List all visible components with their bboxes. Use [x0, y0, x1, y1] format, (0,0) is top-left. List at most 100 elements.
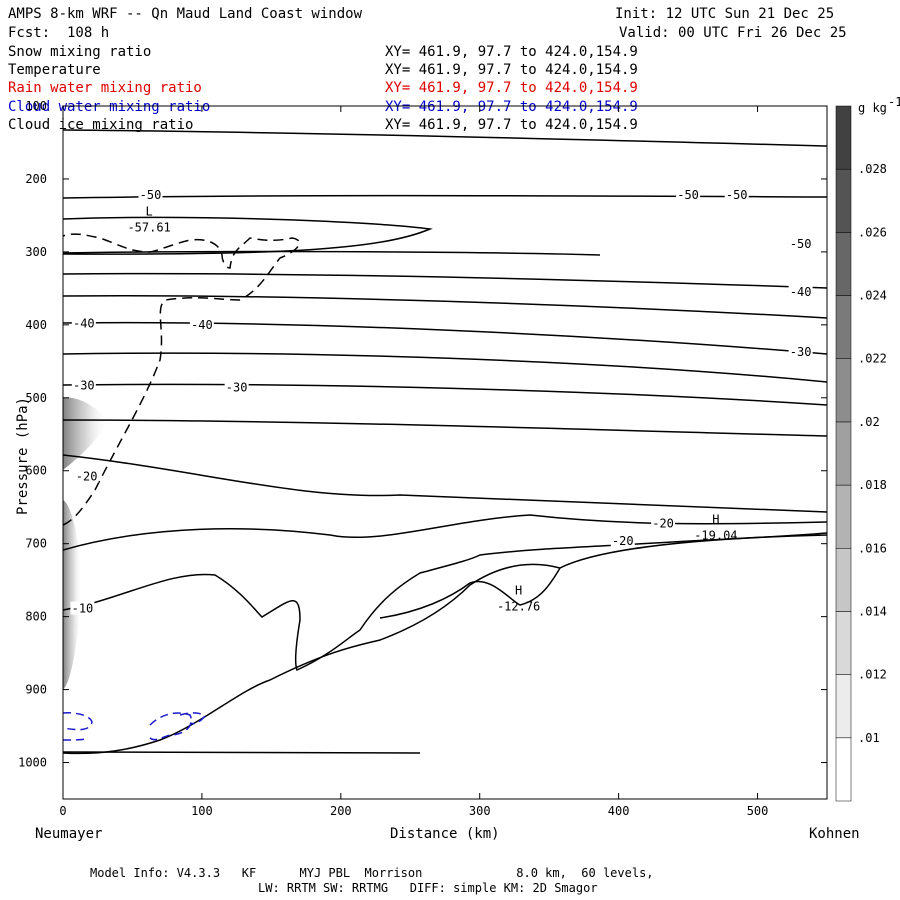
- contour-label: -20: [612, 534, 634, 548]
- colorbar-swatch: [835, 358, 852, 423]
- contour-label-bg: [788, 285, 813, 299]
- colorbar-swatch: [835, 105, 852, 170]
- valid-time: Valid: 00 UTC Fri 26 Dec 25: [619, 25, 847, 41]
- x-tick-label: 400: [608, 804, 630, 818]
- field-name: Cloud water mixing ratio: [8, 98, 211, 115]
- contour-label: -40: [790, 285, 812, 299]
- y-tick-label: 900: [25, 683, 47, 697]
- contour-label: -30: [790, 345, 812, 359]
- y-tick-label: 200: [25, 172, 47, 186]
- temperature-contour: [63, 751, 421, 754]
- contour-label: -50: [140, 188, 162, 202]
- colorbar-tick-label: .012: [858, 668, 887, 682]
- temperature-contour: [63, 250, 601, 256]
- extremum-marker: H: [515, 584, 522, 598]
- cloud-water-contour: [179, 712, 207, 725]
- colorbar-tick-label: .022: [858, 352, 887, 366]
- field-xy-range: XY= 461.9, 97.7 to 424.0,154.9: [385, 62, 638, 79]
- contour-label-bg: [71, 378, 96, 392]
- colorbar-tick-label: .02: [858, 415, 880, 429]
- y-axis-title: Pressure (hPa): [15, 397, 31, 516]
- physics-info: LW: RRTM SW: RRTMG DIFF: simple KM: 2D S…: [258, 881, 598, 895]
- x-tick-label: 0: [59, 804, 66, 818]
- cloud-water-contour: [63, 712, 93, 731]
- cloud-water-contour: [63, 737, 89, 741]
- colorbar-swatch: [835, 295, 852, 359]
- colorbar-unit-exponent: -1: [888, 95, 900, 109]
- temperature-contour: [63, 129, 827, 147]
- temperature-contour: [63, 534, 827, 755]
- y-tick-label: 600: [25, 464, 47, 478]
- init-time: Init: 12 UTC Sun 21 Dec 25: [615, 6, 835, 22]
- contour-label: -30: [73, 378, 95, 392]
- contour-label: -20: [652, 516, 674, 530]
- field-xy-range: XY= 461.9, 97.7 to 424.0,154.9: [385, 80, 638, 97]
- temperature-contour: [63, 514, 827, 551]
- model-info: Model Info: V4.3.3 KF MYJ PBL Morrison 8…: [90, 866, 654, 880]
- field-xy-range: XY= 461.9, 97.7 to 424.0,154.9: [385, 116, 638, 133]
- colorbar-swatch: [835, 548, 852, 612]
- contour-label: -50: [677, 188, 699, 202]
- contour-label: -50: [790, 237, 812, 251]
- contour-label-bg: [724, 187, 749, 201]
- contour-label-bg: [189, 317, 214, 331]
- contour-label: -10: [72, 602, 94, 616]
- colorbar-tick-label: .016: [858, 541, 887, 555]
- field-name: Temperature: [8, 62, 101, 79]
- field-name: Cloud ice mixing ratio: [8, 116, 194, 133]
- temperature-contour: [63, 352, 827, 383]
- temperature-contour: [63, 532, 827, 672]
- colorbar-swatch: [835, 232, 852, 296]
- temperature-contour: [379, 567, 561, 619]
- temperature-contour: [63, 383, 827, 406]
- colorbar-swatch: [835, 168, 852, 233]
- contour-label-bg: [74, 469, 99, 483]
- x-tick-label: 500: [747, 804, 769, 818]
- contour-label-bg: [610, 533, 635, 547]
- y-tick-label: 500: [25, 391, 47, 405]
- plot-frame: [62, 105, 828, 800]
- temperature-contour: [63, 419, 827, 437]
- contour-label: -50: [726, 188, 748, 202]
- forecast-hour: Fcst: 108 h: [8, 25, 110, 41]
- contour-label: -30: [226, 381, 248, 395]
- colorbar-tick-label: .028: [858, 162, 887, 176]
- colorbar-swatch: [835, 611, 852, 675]
- contour-label-bg: [788, 236, 813, 250]
- cloud-ice-contour: [63, 233, 300, 526]
- contour-label: -40: [191, 318, 213, 332]
- chart-title: AMPS 8-km WRF -- Qn Maud Land Coast wind…: [8, 6, 363, 22]
- colorbar-tick-label: .018: [858, 478, 887, 492]
- y-tick-label: 1000: [18, 756, 47, 770]
- temperature-contour: [63, 454, 827, 513]
- y-tick-label: 100: [25, 99, 47, 113]
- snow-shading-lower: [63, 500, 82, 690]
- cloud-water-contour: [149, 712, 192, 741]
- temperature-contour: [63, 272, 827, 289]
- colorbar-tick-label: .024: [858, 289, 887, 303]
- colorbar-tick-label: .014: [858, 604, 887, 618]
- y-tick-label: 700: [25, 537, 47, 551]
- extremum-value: -57.61: [127, 220, 170, 234]
- extremum-value: -12.76: [497, 600, 540, 614]
- snow-shading-upper: [63, 397, 108, 470]
- extremum-value: -19.04: [694, 528, 737, 542]
- colorbar-tick-label: .026: [858, 225, 887, 239]
- temperature-contour: [63, 194, 827, 199]
- y-tick-label: 300: [25, 245, 47, 259]
- colorbar-swatch: [835, 421, 852, 486]
- x-tick-label: 300: [469, 804, 491, 818]
- temperature-contour: [63, 216, 433, 255]
- extremum-marker: L: [146, 204, 153, 218]
- temperature-contour: [63, 321, 827, 355]
- field-xy-range: XY= 461.9, 97.7 to 424.0,154.9: [385, 98, 638, 115]
- contour-label-bg: [651, 516, 676, 530]
- field-name: Snow mixing ratio: [8, 44, 152, 60]
- field-name: Rain water mixing ratio: [8, 80, 202, 97]
- x-axis-title: Distance (km): [390, 826, 500, 842]
- x-tick-label: 100: [191, 804, 213, 818]
- contour-label-bg: [138, 187, 163, 201]
- colorbar-tick-label: .01: [858, 731, 880, 745]
- colorbar-unit: g kg: [858, 101, 887, 115]
